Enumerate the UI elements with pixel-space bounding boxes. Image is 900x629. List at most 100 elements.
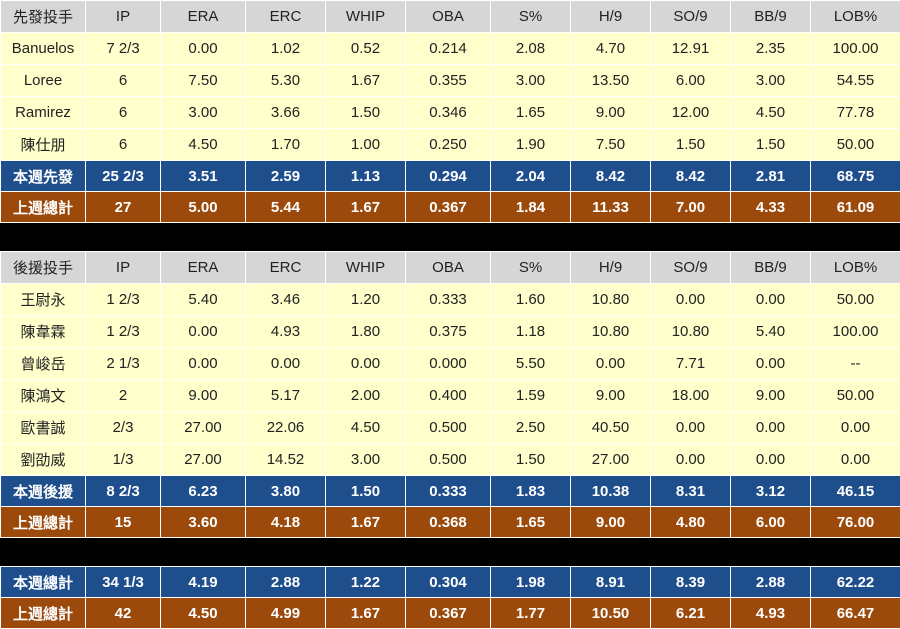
stat-cell: 1.18 [491, 316, 571, 348]
stat-cell: 5.00 [161, 192, 246, 223]
separator-1 [1, 223, 900, 252]
stat-cell: 1.50 [491, 444, 571, 476]
stat-cell: 12.00 [651, 97, 731, 129]
stat-cell: 4.50 [161, 598, 246, 629]
stat-cell: 1.77 [491, 598, 571, 629]
stat-cell: 6.00 [651, 65, 731, 97]
stat-cell: 1 2/3 [86, 284, 161, 316]
stat-cell: 2.88 [246, 567, 326, 598]
stat-cell: 0.00 [731, 284, 811, 316]
column-header: OBA [406, 252, 491, 284]
stat-cell: 6 [86, 65, 161, 97]
stat-cell: 0.00 [731, 412, 811, 444]
stat-cell: 9.00 [731, 380, 811, 412]
stat-cell: 5.17 [246, 380, 326, 412]
stat-cell: 1.67 [326, 65, 406, 97]
stat-cell: 1.50 [651, 129, 731, 161]
stat-cell: 10.38 [571, 476, 651, 507]
stat-cell: 4.93 [731, 598, 811, 629]
column-header: S% [491, 1, 571, 33]
stat-cell: 27.00 [571, 444, 651, 476]
player-name: 陳韋霖 [1, 316, 86, 348]
column-header: LOB% [811, 1, 900, 33]
stat-cell: 7.71 [651, 348, 731, 380]
stat-cell: 2 [86, 380, 161, 412]
stat-cell: 0.52 [326, 33, 406, 65]
player-name: 劉劭威 [1, 444, 86, 476]
stat-cell: -- [811, 348, 900, 380]
player-name: 本週先發 [1, 161, 86, 192]
stat-cell: 3.51 [161, 161, 246, 192]
stat-cell: 6 [86, 129, 161, 161]
stat-cell: 1.67 [326, 507, 406, 538]
player-name: 王尉永 [1, 284, 86, 316]
stat-cell: 4.80 [651, 507, 731, 538]
stat-cell: 1.20 [326, 284, 406, 316]
stat-cell: 10.80 [571, 316, 651, 348]
stat-cell: 0.367 [406, 192, 491, 223]
stat-cell: 2/3 [86, 412, 161, 444]
player-name: Loree [1, 65, 86, 97]
column-header: IP [86, 1, 161, 33]
stat-cell: 1.59 [491, 380, 571, 412]
stat-cell: 0.00 [651, 284, 731, 316]
stat-cell: 8.39 [651, 567, 731, 598]
stat-cell: 77.78 [811, 97, 900, 129]
stat-cell: 9.00 [571, 97, 651, 129]
column-header: IP [86, 252, 161, 284]
stat-cell: 1/3 [86, 444, 161, 476]
stat-cell: 50.00 [811, 284, 900, 316]
stat-cell: 1.65 [491, 507, 571, 538]
stat-cell: 12.91 [651, 33, 731, 65]
stat-cell: 0.00 [326, 348, 406, 380]
stat-cell: 10.80 [571, 284, 651, 316]
stat-cell: 62.22 [811, 567, 900, 598]
stat-cell: 22.06 [246, 412, 326, 444]
stat-cell: 46.15 [811, 476, 900, 507]
stat-cell: 7 2/3 [86, 33, 161, 65]
stat-cell: 3.00 [161, 97, 246, 129]
stat-cell: 7.00 [651, 192, 731, 223]
stat-cell: 4.70 [571, 33, 651, 65]
stat-cell: 0.400 [406, 380, 491, 412]
stat-cell: 0.304 [406, 567, 491, 598]
stat-cell: 42 [86, 598, 161, 629]
column-header: BB/9 [731, 1, 811, 33]
stat-cell: 1.00 [326, 129, 406, 161]
stat-cell: 0.333 [406, 476, 491, 507]
group-header: 後援投手 [1, 252, 86, 284]
stat-cell: 8.31 [651, 476, 731, 507]
column-header: SO/9 [651, 252, 731, 284]
stat-cell: 0.00 [161, 33, 246, 65]
stat-cell: 100.00 [811, 33, 900, 65]
column-header: H/9 [571, 252, 651, 284]
stat-cell: 54.55 [811, 65, 900, 97]
stat-cell: 1.60 [491, 284, 571, 316]
section-separator [1, 223, 900, 252]
stat-cell: 0.500 [406, 444, 491, 476]
stat-cell: 4.50 [326, 412, 406, 444]
column-header: ERC [246, 1, 326, 33]
stat-cell: 2.04 [491, 161, 571, 192]
stat-cell: 1.50 [326, 97, 406, 129]
column-header: OBA [406, 1, 491, 33]
stat-cell: 3.12 [731, 476, 811, 507]
stat-cell: 8.91 [571, 567, 651, 598]
stat-cell: 1.22 [326, 567, 406, 598]
player-name: Ramirez [1, 97, 86, 129]
stat-cell: 5.44 [246, 192, 326, 223]
stat-cell: 34 1/3 [86, 567, 161, 598]
player-name: 陳仕朋 [1, 129, 86, 161]
stat-cell: 1.02 [246, 33, 326, 65]
column-header: WHIP [326, 1, 406, 33]
